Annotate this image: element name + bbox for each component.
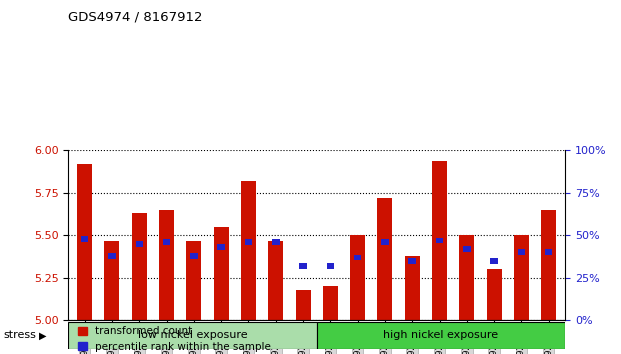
- Bar: [135, 241, 143, 247]
- Bar: [217, 244, 225, 250]
- Bar: [190, 253, 197, 259]
- Bar: [323, 286, 338, 320]
- Bar: [463, 246, 471, 252]
- Bar: [409, 258, 416, 264]
- Bar: [545, 250, 553, 255]
- Bar: [317, 322, 565, 349]
- Bar: [159, 210, 174, 320]
- Bar: [214, 227, 229, 320]
- Bar: [245, 239, 252, 245]
- Bar: [163, 239, 170, 245]
- Bar: [350, 235, 365, 320]
- Bar: [81, 236, 88, 242]
- Bar: [381, 239, 389, 245]
- Bar: [460, 235, 474, 320]
- Bar: [514, 235, 529, 320]
- Text: low nickel exposure: low nickel exposure: [138, 330, 247, 341]
- Bar: [327, 263, 334, 269]
- Bar: [378, 198, 392, 320]
- Bar: [491, 258, 498, 264]
- Bar: [432, 161, 447, 320]
- Bar: [104, 240, 119, 320]
- Bar: [296, 290, 310, 320]
- Bar: [68, 322, 317, 349]
- Bar: [132, 213, 147, 320]
- Bar: [77, 164, 92, 320]
- Text: stress: stress: [3, 330, 36, 341]
- Bar: [405, 256, 420, 320]
- Text: high nickel exposure: high nickel exposure: [383, 330, 499, 341]
- Text: GDS4974 / 8167912: GDS4974 / 8167912: [68, 11, 203, 24]
- Bar: [268, 240, 283, 320]
- Bar: [436, 238, 443, 244]
- Legend: transformed count, percentile rank within the sample: transformed count, percentile rank withi…: [73, 322, 276, 354]
- Text: ▶: ▶: [39, 330, 46, 341]
- Bar: [108, 253, 116, 259]
- Bar: [299, 263, 307, 269]
- Bar: [487, 269, 502, 320]
- Bar: [241, 181, 256, 320]
- Bar: [518, 250, 525, 255]
- Bar: [542, 210, 556, 320]
- Bar: [186, 240, 201, 320]
- Bar: [272, 239, 279, 245]
- Bar: [354, 255, 361, 261]
